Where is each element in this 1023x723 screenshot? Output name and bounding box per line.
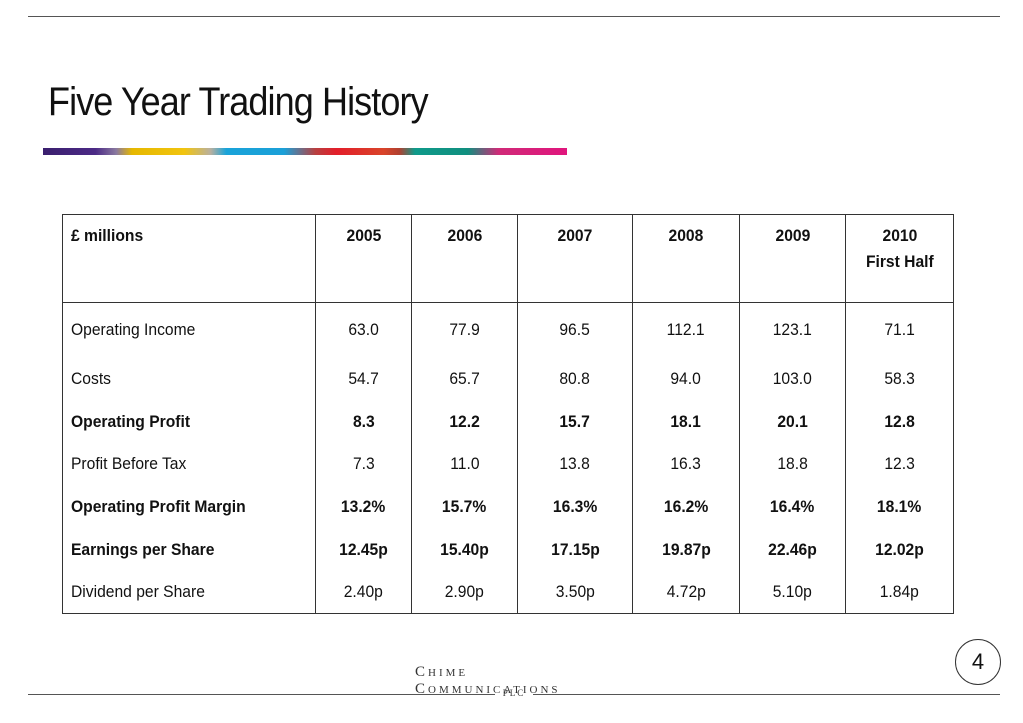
row-label: Earnings per Share <box>62 528 316 571</box>
table-row: Profit Before Tax 7.3 11.0 13.8 16.3 18.8 12.3 <box>62 442 954 486</box>
row-label: Operating Income <box>62 302 316 358</box>
table-cell: 12.3 <box>845 442 954 486</box>
company-logo-text: Chime Communications <box>415 664 561 697</box>
brand-color-bar <box>43 148 567 155</box>
table-cell: 12.02p <box>845 528 954 571</box>
table-cell: 96.5 <box>517 302 633 358</box>
table-cell: 3.50p <box>517 570 633 614</box>
table-cell: 15.40p <box>411 528 518 571</box>
header-year: 2006 <box>411 214 518 303</box>
table-cell: 22.46p <box>739 528 846 571</box>
table-cell: 13.8 <box>517 442 633 486</box>
table-cell: 4.72p <box>632 570 740 614</box>
table-cell: 8.3 <box>315 400 412 443</box>
table-cell: 12.45p <box>315 528 412 571</box>
table-cell: 16.4% <box>739 485 846 529</box>
row-label: Dividend per Share <box>62 570 316 614</box>
table-cell: 16.2% <box>632 485 740 529</box>
table-cell: 63.0 <box>315 302 412 358</box>
slide-title: Five Year Trading History <box>48 80 429 124</box>
table-cell: 16.3% <box>517 485 633 529</box>
row-label: Profit Before Tax <box>62 442 316 486</box>
header-label: £ millions <box>62 214 316 303</box>
table-row: Operating Income 63.0 77.9 96.5 112.1 123.1 71… <box>62 302 954 358</box>
row-label: Costs <box>62 357 316 401</box>
header-year-first-half: 2010 First Half <box>845 214 954 303</box>
table-cell: 77.9 <box>411 302 518 358</box>
table-cell: 13.2% <box>315 485 412 529</box>
table-cell: 20.1 <box>739 400 846 443</box>
table-cell: 2.40p <box>315 570 412 614</box>
table-cell: 11.0 <box>411 442 518 486</box>
table-row: Dividend per Share 2.40p 2.90p 3.50p 4.72p 5.… <box>62 570 954 614</box>
table-cell: 80.8 <box>517 357 633 401</box>
table-cell: 19.87p <box>632 528 740 571</box>
table-cell: 5.10p <box>739 570 846 614</box>
table-row: Operating Profit Margin 13.2% 15.7% 16.3% 16… <box>62 485 954 529</box>
row-label: Operating Profit <box>62 400 316 443</box>
top-divider <box>28 16 1000 17</box>
table-cell: 15.7% <box>411 485 518 529</box>
table-cell: 54.7 <box>315 357 412 401</box>
table-cell: 1.84p <box>845 570 954 614</box>
page-number-badge: 4 <box>955 639 1001 685</box>
header-year: 2005 <box>315 214 412 303</box>
table-cell: 112.1 <box>632 302 740 358</box>
table-cell: 12.8 <box>845 400 954 443</box>
table-cell: 17.15p <box>517 528 633 571</box>
table-cell: 12.2 <box>411 400 518 443</box>
table-cell: 71.1 <box>845 302 954 358</box>
table-cell: 123.1 <box>739 302 846 358</box>
row-label: Operating Profit Margin <box>62 485 316 529</box>
table-cell: 15.7 <box>517 400 633 443</box>
table-cell: 103.0 <box>739 357 846 401</box>
table-cell: 2.90p <box>411 570 518 614</box>
table-cell: 7.3 <box>315 442 412 486</box>
table-row: Earnings per Share 12.45p 15.40p 17.15p 19.8… <box>62 528 954 571</box>
table-header-row: £ millions 2005 2006 2007 2008 2009 2010… <box>62 214 954 303</box>
company-suffix: PLC <box>502 688 526 698</box>
table-cell: 16.3 <box>632 442 740 486</box>
table-cell: 58.3 <box>845 357 954 401</box>
table-cell: 94.0 <box>632 357 740 401</box>
header-year: 2009 <box>739 214 846 303</box>
table-cell: 18.1% <box>845 485 954 529</box>
table-cell: 18.1 <box>632 400 740 443</box>
trading-history-table: £ millions 2005 2006 2007 2008 2009 2010… <box>62 214 954 614</box>
table-row: Costs 54.7 65.7 80.8 94.0 103.0 58.3 <box>62 357 954 401</box>
header-year: 2008 <box>632 214 740 303</box>
footer-divider-right <box>533 694 1000 695</box>
table-row: Operating Profit 8.3 12.2 15.7 18.1 20.1 12.8 <box>62 400 954 443</box>
table-cell: 18.8 <box>739 442 846 486</box>
footer-divider-left <box>28 694 495 695</box>
table-cell: 65.7 <box>411 357 518 401</box>
header-year: 2007 <box>517 214 633 303</box>
